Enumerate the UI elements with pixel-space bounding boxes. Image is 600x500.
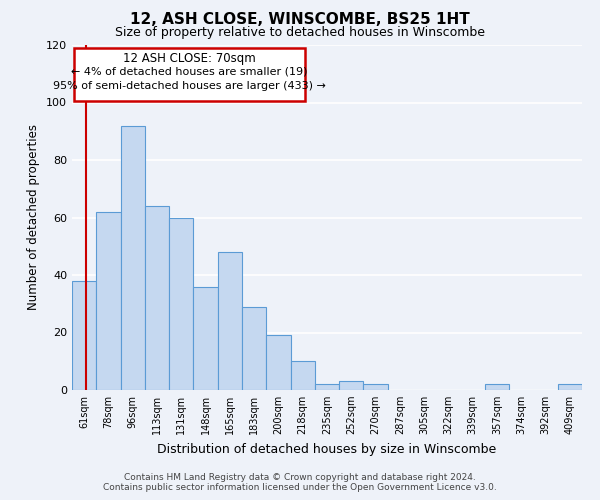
Bar (290, 361, 315, 390)
Bar (96, 212, 121, 390)
Bar (364, 384, 388, 390)
X-axis label: Distribution of detached houses by size in Winscombe: Distribution of detached houses by size … (157, 442, 497, 456)
Bar (145, 206, 169, 390)
Bar (485, 384, 509, 390)
Bar (169, 218, 193, 390)
Bar (193, 286, 218, 390)
Text: Contains HM Land Registry data © Crown copyright and database right 2024.
Contai: Contains HM Land Registry data © Crown c… (103, 473, 497, 492)
Y-axis label: Number of detached properties: Number of detached properties (28, 124, 40, 310)
Text: 95% of semi-detached houses are larger (433) →: 95% of semi-detached houses are larger (… (53, 81, 326, 91)
Bar (558, 384, 582, 390)
Text: 12, ASH CLOSE, WINSCOMBE, BS25 1HT: 12, ASH CLOSE, WINSCOMBE, BS25 1HT (130, 12, 470, 28)
FancyBboxPatch shape (74, 48, 305, 101)
Bar (121, 126, 145, 390)
Bar (266, 336, 290, 390)
Bar (218, 252, 242, 390)
Bar (339, 382, 364, 390)
Text: Size of property relative to detached houses in Winscombe: Size of property relative to detached ho… (115, 26, 485, 39)
Bar (242, 306, 266, 390)
Text: 12 ASH CLOSE: 70sqm: 12 ASH CLOSE: 70sqm (123, 52, 256, 65)
Bar (72, 281, 96, 390)
Bar (315, 384, 339, 390)
Text: ← 4% of detached houses are smaller (19): ← 4% of detached houses are smaller (19) (71, 66, 308, 76)
